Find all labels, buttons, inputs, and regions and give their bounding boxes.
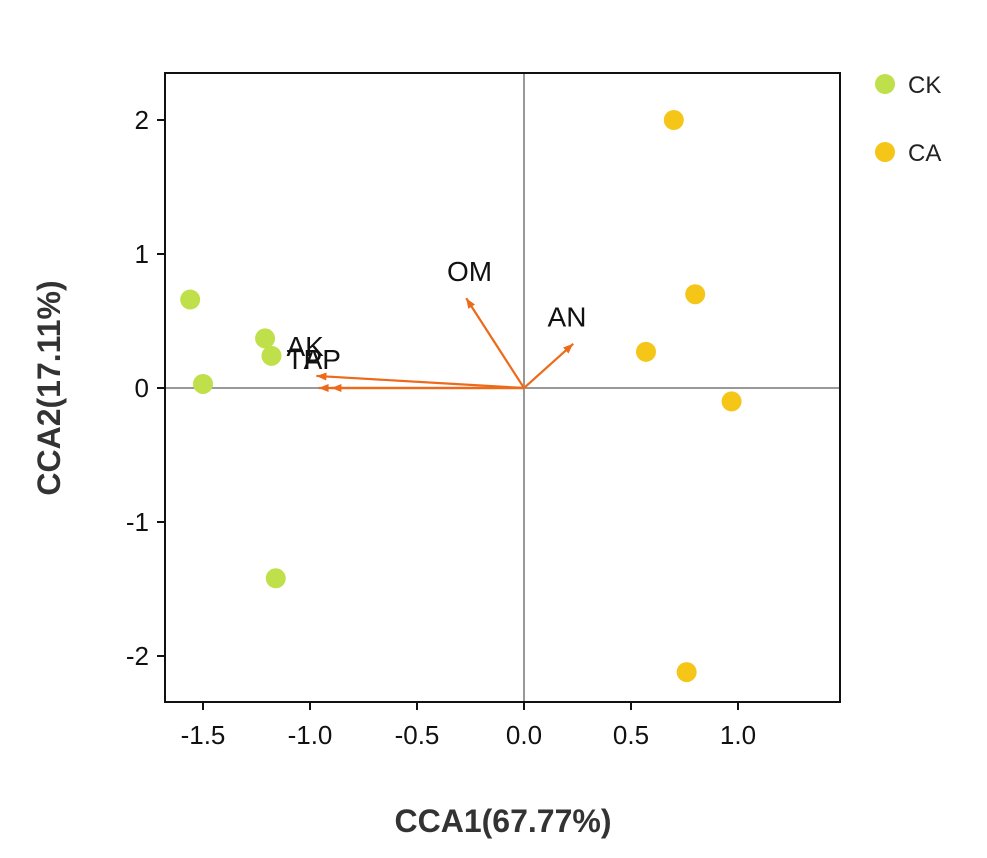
point-ck [265,568,286,589]
point-ck [261,345,282,366]
arrow-label-ap: AP [304,344,341,375]
arrow-label-an: AN [548,301,587,332]
arrow-head [316,372,327,381]
x-tick-label: -0.5 [395,720,440,750]
x-tick-label: 1.0 [720,720,756,750]
y-axis-title: CCA2(17.11%) [31,280,67,495]
point-ck [255,328,276,349]
legend-marker-ca [875,142,895,162]
y-tick-label: -2 [126,641,149,671]
arrow-label-om: OM [447,256,492,287]
y-axis: 2 1 0 -1 -2 [126,105,165,671]
point-ca [685,284,706,305]
arrow-an [523,342,574,389]
x-axis: -1.5 -1.0 -0.5 0.0 0.5 1.0 [181,702,756,750]
arrow-shaft [523,342,574,389]
arrow-head [331,384,342,392]
point-ck [193,373,213,394]
environment-arrows [316,297,574,392]
legend-marker-ck [875,74,895,94]
x-axis-title: CCA1(67.77%) [395,803,612,839]
arrow-shaft [465,297,525,389]
y-tick-label: 2 [135,105,149,135]
point-ca [721,391,742,412]
arrow-label-tp: TP [286,344,322,375]
arrow-shaft [316,374,525,390]
x-tick-label: -1.5 [181,720,226,750]
y-tick-label: -1 [126,507,149,537]
point-ca [635,341,656,362]
y-tick-label: 0 [135,373,149,403]
y-tick-label: 1 [135,239,149,269]
point-ck [180,289,201,310]
arrow-ak [316,372,525,390]
arrow-head [318,384,329,392]
x-tick-label: 0.0 [506,720,542,750]
arrow-head [466,298,475,309]
legend: CK CA [875,72,941,167]
x-tick-label: 0.5 [613,720,649,750]
sample-points [180,110,742,683]
arrow-ap [331,384,524,392]
x-tick-label: -1.0 [288,720,333,750]
legend-label-ck: CK [908,72,941,99]
point-ca [676,662,697,683]
arrow-label-ak: AK [286,331,324,362]
point-ca [663,110,684,130]
arrow-head [563,343,574,354]
legend-label-ca: CA [908,140,941,167]
arrow-om [465,297,525,389]
